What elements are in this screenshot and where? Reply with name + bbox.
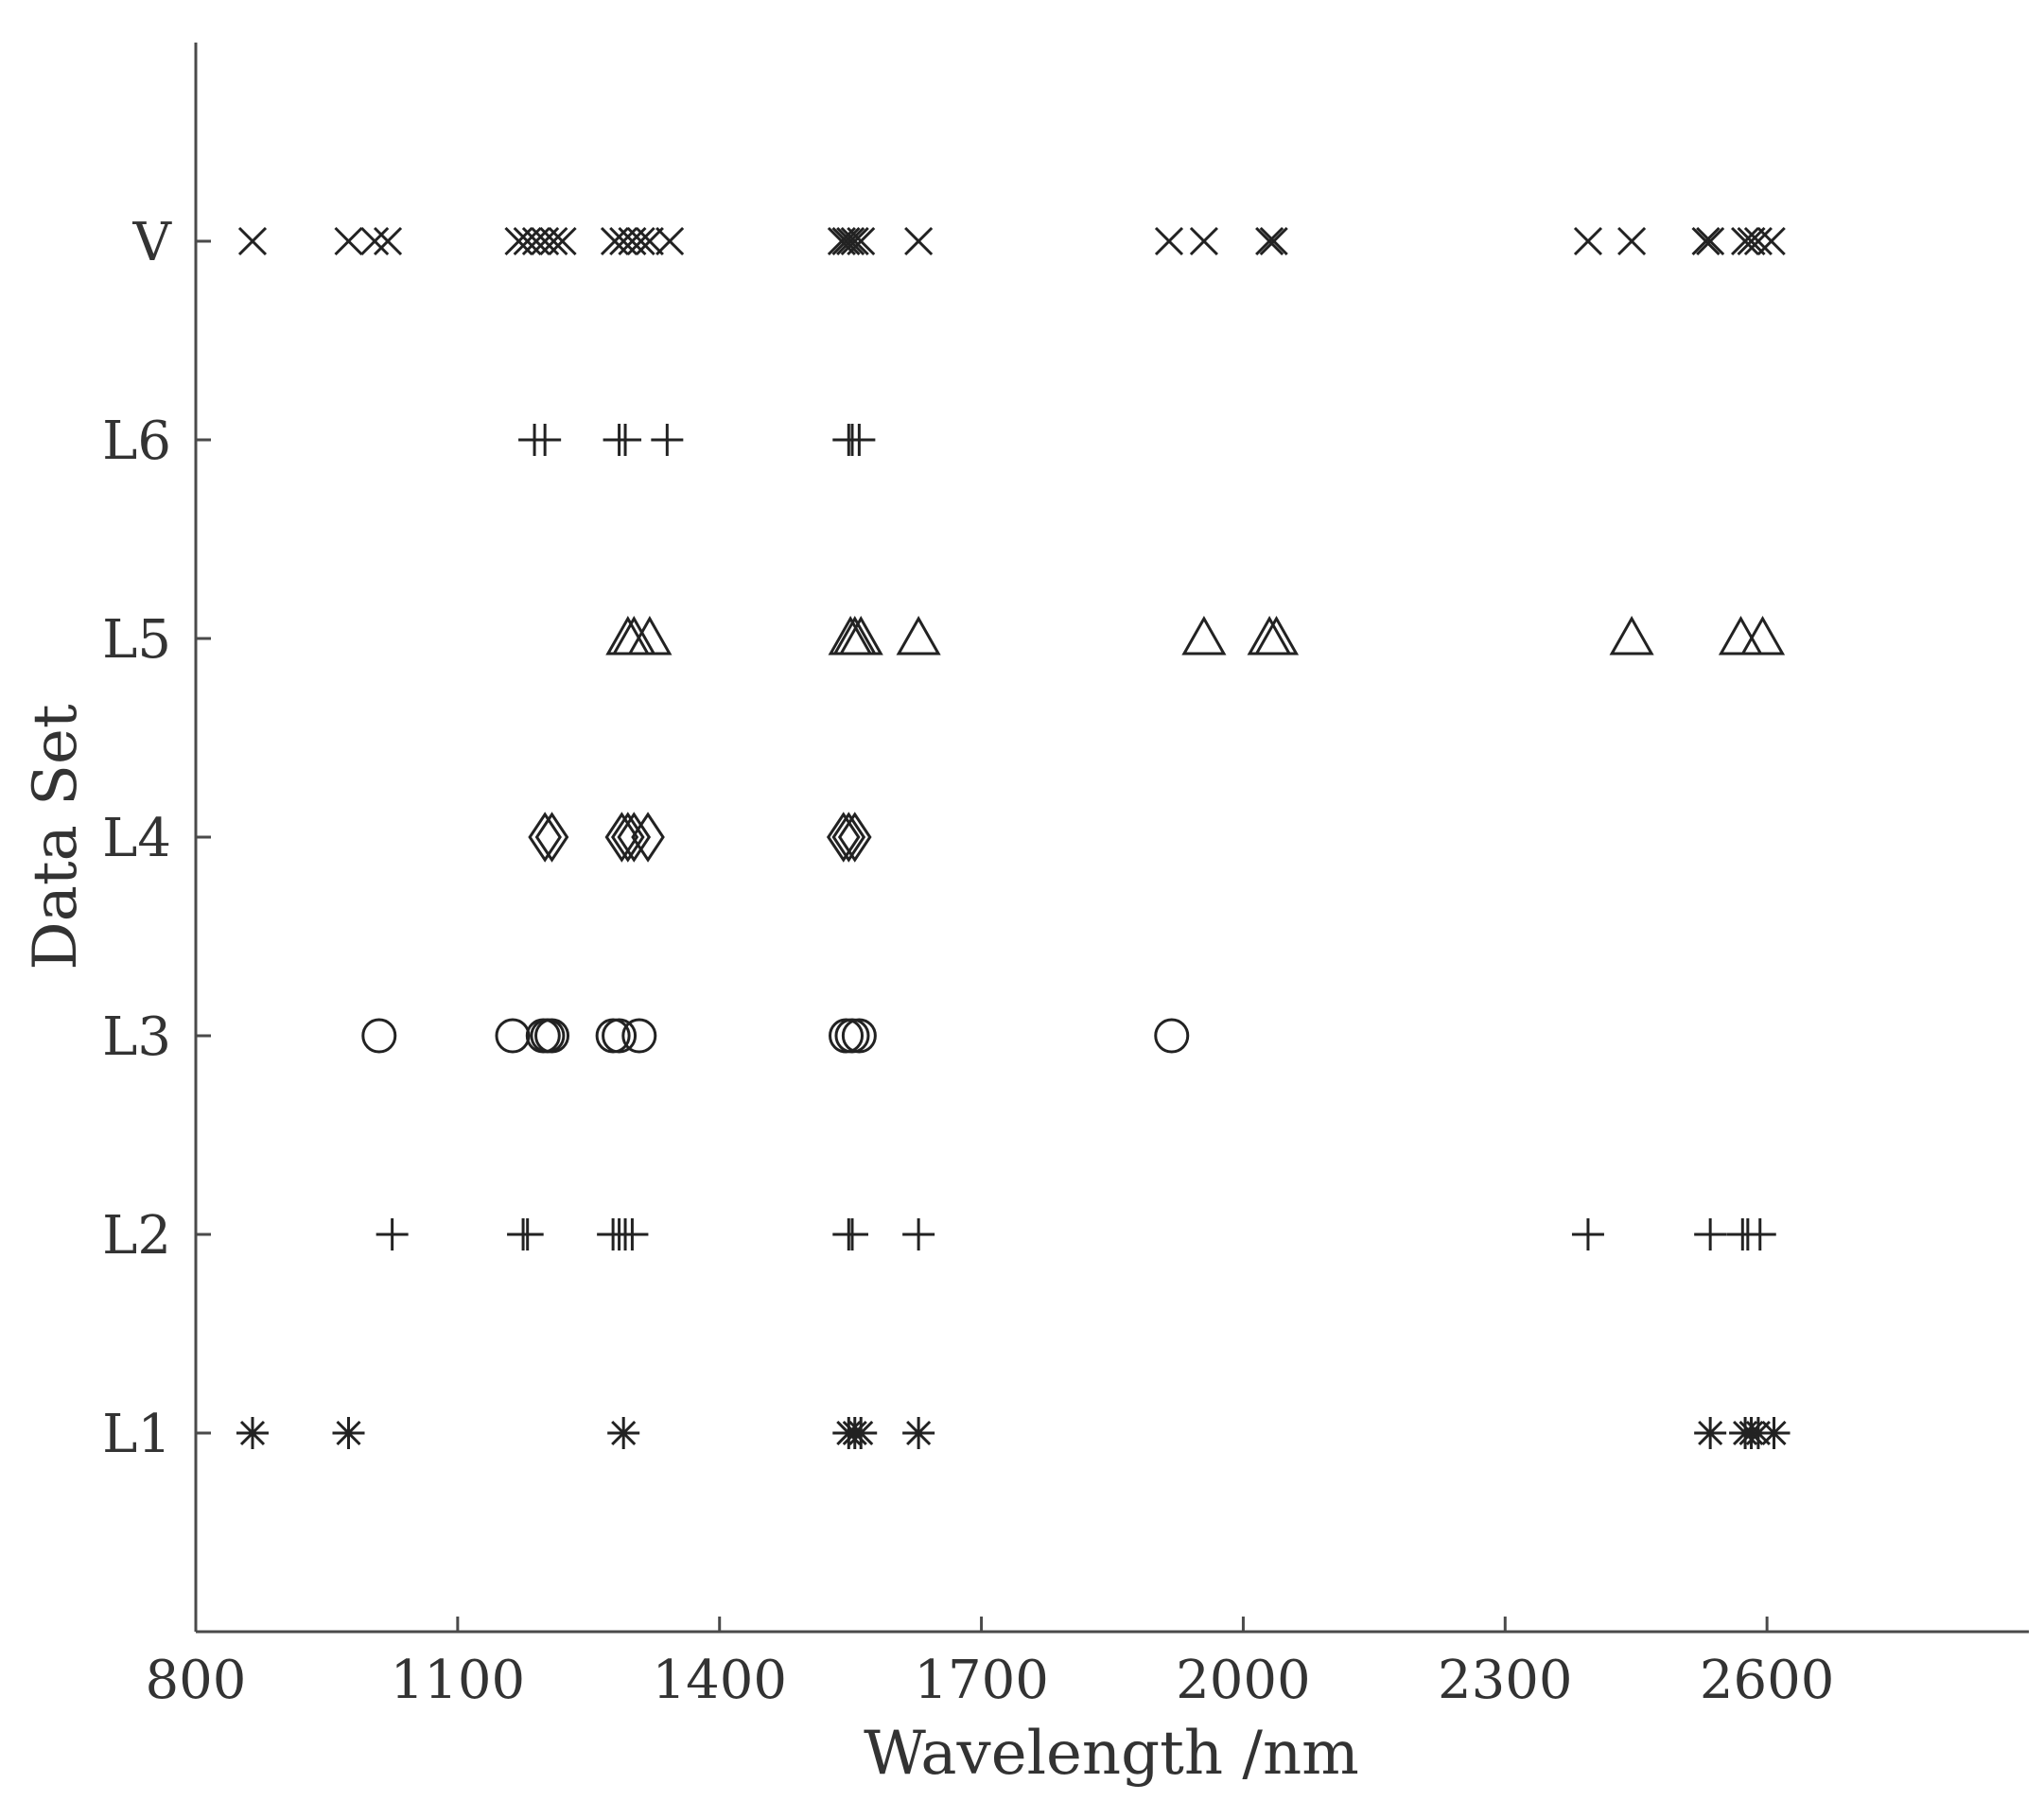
- y-axis-label: Data Set: [21, 704, 91, 970]
- x-tick-label: 800: [146, 1650, 247, 1711]
- data-point-l2-plus: [1743, 1218, 1776, 1250]
- data-point-v-cross: [847, 226, 876, 256]
- data-point-l5-triangle: [1247, 615, 1292, 656]
- data-point-v-cross: [360, 226, 390, 256]
- data-point-l2-plus: [1571, 1218, 1604, 1250]
- data-point-l4-diamond: [617, 812, 652, 863]
- data-point-l1-asterisk: [607, 1417, 640, 1449]
- data-point-v-cross: [1255, 226, 1284, 256]
- data-point-v-cross: [1731, 226, 1760, 256]
- data-point-l5-triangle: [1739, 615, 1786, 656]
- data-point-v-cross: [1696, 226, 1725, 256]
- data-point-l4-diamond: [604, 812, 639, 863]
- x-tick-label: 1700: [914, 1650, 1049, 1711]
- data-point-l6-plus: [843, 424, 876, 456]
- x-ticks: 800 1100 1400 1700 2000 2300 2600: [146, 1617, 1835, 1711]
- data-points: [236, 226, 1791, 1449]
- x-tick-label: 2300: [1438, 1650, 1573, 1711]
- data-point-l5-triangle: [838, 615, 883, 656]
- data-point-v-cross: [1617, 226, 1647, 256]
- data-point-l2-plus: [376, 1218, 409, 1250]
- data-point-l1-asterisk: [332, 1417, 365, 1449]
- data-point-l5-triangle: [896, 615, 941, 656]
- data-point-l3-circle: [602, 1018, 638, 1054]
- x-axis-label: Wavelength /nm: [864, 1719, 1359, 1789]
- data-point-l4-diamond: [831, 812, 866, 863]
- data-point-l5-triangle: [627, 615, 673, 656]
- data-point-l2-plus: [616, 1218, 649, 1250]
- y-tick-label: L6: [102, 411, 171, 472]
- data-point-v-cross: [1573, 226, 1603, 256]
- data-point-v-cross: [840, 226, 869, 256]
- data-point-l3-circle: [495, 1018, 531, 1054]
- data-point-v-cross: [831, 226, 861, 256]
- data-point-l3-circle: [1154, 1018, 1190, 1054]
- data-point-v-cross: [1154, 226, 1184, 256]
- data-point-l3-circle: [361, 1018, 397, 1054]
- data-point-v-cross: [237, 226, 268, 256]
- data-point-v-cross: [373, 226, 403, 256]
- data-point-v-cross: [635, 226, 664, 256]
- y-tick-label: L3: [102, 1006, 171, 1068]
- data-point-l1-asterisk: [845, 1417, 878, 1449]
- data-point-v-cross: [1756, 226, 1786, 256]
- data-point-v-cross: [334, 226, 363, 256]
- data-point-l6-plus: [529, 424, 562, 456]
- data-point-l2-plus: [511, 1218, 544, 1250]
- data-point-l3-circle: [841, 1018, 877, 1054]
- data-point-l4-diamond: [631, 812, 665, 863]
- data-point-l1-asterisk: [1694, 1417, 1727, 1449]
- data-point-l3-circle: [534, 1018, 570, 1054]
- data-point-l1-asterisk: [1757, 1417, 1791, 1449]
- data-point-v-cross: [655, 226, 685, 256]
- data-point-l4-diamond: [837, 812, 872, 863]
- data-point-l5-triangle: [1253, 615, 1300, 656]
- data-point-v-cross: [1737, 226, 1766, 256]
- x-tick-label: 2600: [1700, 1650, 1835, 1711]
- data-point-l2-plus: [1694, 1218, 1727, 1250]
- data-point-l4-diamond: [528, 812, 562, 863]
- data-point-l4-diamond: [826, 812, 861, 863]
- data-point-v-cross: [548, 226, 577, 256]
- data-point-l5-triangle: [1181, 615, 1227, 656]
- data-point-l2-plus: [902, 1218, 935, 1250]
- data-point-v-cross: [539, 226, 568, 256]
- data-point-l5-triangle: [1609, 615, 1654, 656]
- axes: [194, 43, 2029, 1634]
- data-point-l1-asterisk: [236, 1417, 269, 1449]
- y-tick-label: L4: [102, 808, 171, 869]
- x-tick-label: 1400: [652, 1650, 787, 1711]
- y-tick-label: L2: [102, 1205, 171, 1267]
- data-point-v-cross: [1691, 226, 1721, 256]
- data-point-l3-circle: [834, 1018, 870, 1054]
- data-point-v-cross: [836, 226, 865, 256]
- data-point-v-cross: [1743, 226, 1773, 256]
- x-tick-label: 1100: [391, 1650, 526, 1711]
- data-point-l5-triangle: [605, 615, 651, 656]
- data-point-l4-diamond: [534, 812, 569, 863]
- y-tick-label: L1: [102, 1404, 171, 1465]
- data-point-l1-asterisk: [902, 1417, 935, 1449]
- data-point-v-cross: [626, 226, 655, 256]
- y-ticks: L1 L2 L3 L4 L5 L6 V: [102, 212, 211, 1465]
- data-point-l2-plus: [835, 1218, 868, 1250]
- data-point-l5-triangle: [1718, 615, 1764, 656]
- data-point-l6-plus: [609, 424, 642, 456]
- y-tick-label: V: [132, 212, 173, 273]
- data-point-v-cross: [1259, 226, 1288, 256]
- data-point-l3-circle: [621, 1018, 657, 1054]
- data-point-l6-plus: [651, 424, 684, 456]
- x-tick-label: 2000: [1176, 1650, 1311, 1711]
- data-point-v-cross: [904, 226, 934, 256]
- y-tick-label: L5: [102, 609, 171, 671]
- data-point-v-cross: [1189, 226, 1218, 256]
